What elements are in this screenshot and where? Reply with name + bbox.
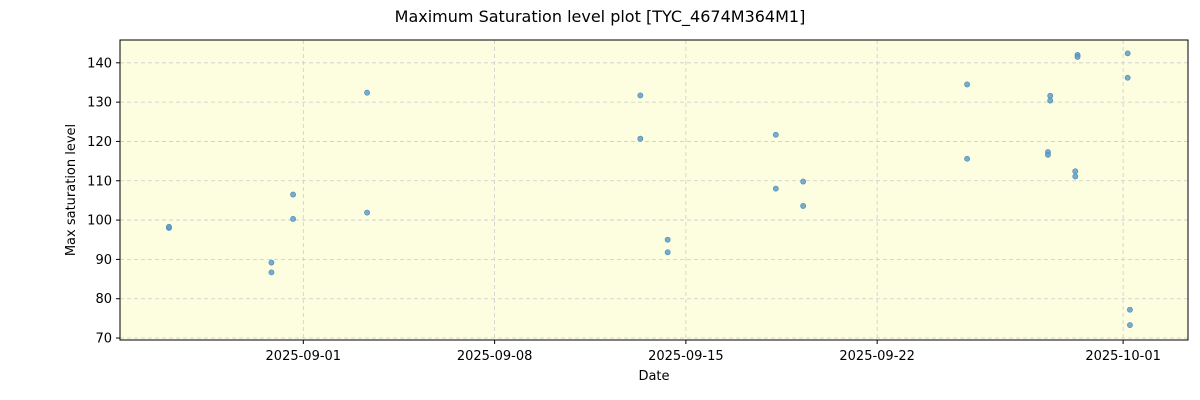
plot-area — [120, 40, 1188, 340]
data-point — [290, 215, 296, 222]
data-point — [772, 131, 779, 138]
y-tick-label: 140 — [87, 56, 112, 71]
y-tick-label: 130 — [87, 96, 112, 111]
x-tick-label: 2025-09-01 — [266, 349, 342, 364]
data-point — [664, 236, 671, 243]
y-axis-title: Max saturation level — [64, 124, 79, 256]
data-point — [664, 249, 671, 256]
data-point — [1127, 322, 1133, 328]
data-point — [1074, 54, 1081, 60]
x-tick-label: 2025-09-08 — [457, 349, 533, 364]
y-tick-label: 70 — [95, 332, 112, 347]
y-tick-label: 90 — [95, 253, 112, 268]
x-tick-label: 2025-09-15 — [648, 349, 724, 364]
y-tick-label: 80 — [95, 292, 112, 307]
y-tick-label: 110 — [87, 174, 112, 189]
data-point — [268, 259, 275, 266]
data-point — [364, 89, 370, 96]
plot-frame — [119, 39, 1189, 341]
y-axis: 70 80 90 100 110 120 130 140 — [87, 56, 120, 347]
data-point — [1127, 306, 1133, 313]
data-point — [637, 135, 644, 142]
chart-title: Maximum Saturation level plot [TYC_4674M… — [395, 7, 806, 27]
grid-lines — [120, 40, 1188, 340]
data-point — [1124, 74, 1131, 81]
data-point — [800, 178, 807, 185]
data-point — [1045, 151, 1051, 158]
x-tick-label: 2025-10-01 — [1085, 349, 1161, 364]
y-tick-label: 120 — [87, 135, 112, 150]
data-points — [166, 50, 1133, 328]
y-tick-label: 100 — [87, 214, 112, 229]
x-axis-title: Date — [638, 369, 669, 384]
data-point — [290, 191, 296, 198]
data-point — [364, 209, 370, 216]
data-point — [772, 185, 779, 192]
data-point — [166, 223, 172, 230]
data-point — [1124, 50, 1131, 57]
data-point — [268, 269, 275, 276]
data-point — [1072, 173, 1079, 180]
x-axis: 2025-09-01 2025-09-08 2025-09-15 2025-09-22… — [266, 340, 1161, 364]
x-tick-label: 2025-09-22 — [839, 349, 915, 364]
data-point — [964, 81, 971, 88]
data-point — [637, 92, 644, 99]
data-point — [1072, 168, 1079, 175]
data-point — [800, 203, 807, 209]
data-point — [964, 155, 971, 162]
data-point — [1047, 97, 1054, 104]
